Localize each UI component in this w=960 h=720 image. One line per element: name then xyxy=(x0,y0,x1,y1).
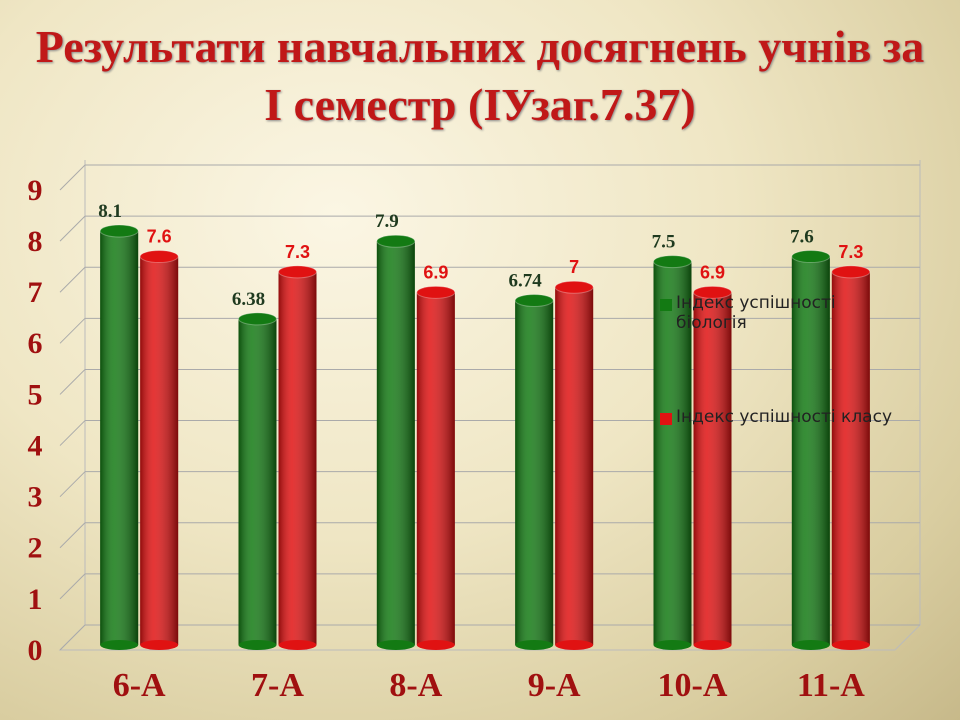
grid-line xyxy=(59,522,86,549)
bar-base xyxy=(653,640,692,650)
bar-base xyxy=(376,640,415,650)
bar-cap xyxy=(278,265,317,279)
bar-cap xyxy=(831,265,871,279)
y-tick-label: 7 xyxy=(28,276,43,309)
y-tick-label: 9 xyxy=(28,174,43,207)
y-tick-label: 8 xyxy=(28,225,43,258)
bar-shade xyxy=(100,231,139,645)
value-label: 7.6 xyxy=(147,227,172,247)
value-label: 7.3 xyxy=(285,242,310,262)
chart-title: Результати навчальних досягнень учнів за… xyxy=(35,21,925,130)
bar-base xyxy=(693,640,732,650)
bar-cap xyxy=(653,255,692,269)
bar-base xyxy=(140,640,179,650)
x-tick-label: 9-А xyxy=(528,667,581,704)
value-label: 7 xyxy=(569,257,579,277)
x-tick-label: 10-А xyxy=(658,667,728,704)
bar-cap xyxy=(376,234,416,248)
bar-base xyxy=(416,640,455,650)
bar-shade xyxy=(515,300,554,645)
bar-shade xyxy=(238,318,277,645)
value-label: 8.1 xyxy=(98,201,122,222)
bar-shade xyxy=(653,261,692,645)
legend-item: Індекс успішності класу xyxy=(660,407,930,427)
y-tick-label: 6 xyxy=(28,327,43,360)
bar-shade xyxy=(693,292,732,645)
value-label: 7.6 xyxy=(790,227,814,248)
grid-line xyxy=(59,317,86,344)
grid-line xyxy=(59,369,86,395)
y-tick-label: 4 xyxy=(28,429,43,462)
y-tick-label: 3 xyxy=(28,481,43,514)
bar-base xyxy=(100,640,139,650)
value-label: 7.3 xyxy=(838,242,863,262)
x-tick-label: 11-А xyxy=(797,667,865,704)
value-label: 7.9 xyxy=(375,211,399,232)
y-tick-label: 1 xyxy=(28,583,43,616)
y-tick-label: 0 xyxy=(28,634,43,667)
bar-base xyxy=(555,640,594,650)
x-tick-label: 8-А xyxy=(389,667,442,704)
floor xyxy=(58,624,922,651)
value-label: 6.74 xyxy=(509,271,543,292)
bar-cap xyxy=(99,224,139,238)
bar-cap xyxy=(139,250,179,264)
value-label: 6.38 xyxy=(232,289,265,310)
grid-line xyxy=(59,164,86,191)
y-tick-label: 2 xyxy=(28,532,43,565)
grid-line xyxy=(59,266,86,293)
bar-base xyxy=(238,640,277,650)
legend-item: Індекс успішності біологія xyxy=(660,293,930,333)
bar-shade xyxy=(416,292,455,645)
grid-line xyxy=(59,420,86,446)
bar-base xyxy=(515,640,554,650)
bar-shade xyxy=(555,287,594,645)
bar-base xyxy=(278,640,317,650)
value-label: 6.9 xyxy=(700,262,725,282)
y-tick-label: 5 xyxy=(28,378,43,411)
bar-shade xyxy=(140,256,179,645)
grid-line xyxy=(59,215,86,242)
bar-base xyxy=(831,640,870,650)
bar-shade xyxy=(791,256,830,645)
grid-line xyxy=(59,624,86,651)
x-tick-label: 6-А xyxy=(113,667,166,704)
grid-line xyxy=(59,573,86,600)
bar-cap xyxy=(791,250,831,264)
bar-cap xyxy=(514,294,554,308)
legend-label: Індекс успішності біологія xyxy=(676,293,836,333)
bar-shade xyxy=(278,271,317,645)
bar-base xyxy=(791,640,830,650)
x-tick-label: 7-А xyxy=(251,667,304,704)
bar-cap xyxy=(693,285,732,299)
legend-label: Індекс успішності класу xyxy=(676,407,893,427)
bar-shade xyxy=(831,271,870,645)
bar-cap xyxy=(554,280,594,294)
value-label: 7.5 xyxy=(652,232,676,253)
bar-shade xyxy=(376,241,415,645)
value-label: 6.9 xyxy=(423,262,448,282)
legend-swatch xyxy=(660,413,672,425)
bar-cap xyxy=(238,312,277,326)
legend-swatch xyxy=(660,299,672,311)
bar-cap xyxy=(416,285,456,299)
grid-line xyxy=(59,471,86,498)
